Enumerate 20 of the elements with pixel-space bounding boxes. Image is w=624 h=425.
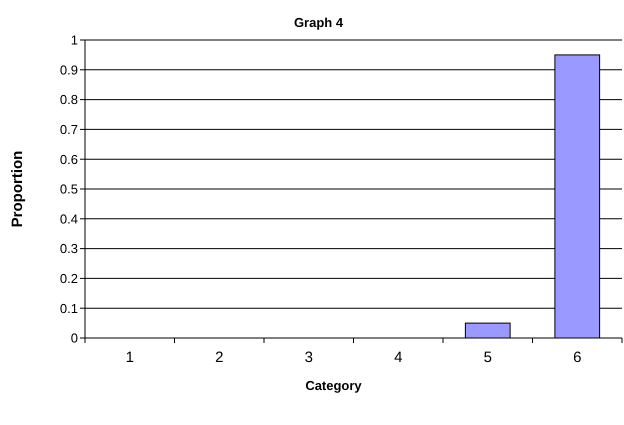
y-tick-label: 1 [70, 32, 78, 48]
x-axis-title: Category [305, 378, 362, 393]
x-tick-label: 5 [484, 349, 492, 366]
y-tick-label: 0.9 [60, 62, 78, 78]
y-tick-label: 0.5 [60, 182, 78, 197]
y-tick-label: 0.4 [60, 211, 78, 226]
chart-title: Graph 4 [294, 15, 344, 30]
y-tick-label: 0.6 [60, 152, 78, 167]
x-tick-label: 3 [304, 349, 313, 366]
y-tick-label: 0.8 [60, 92, 78, 108]
x-tick-label: 6 [573, 349, 582, 366]
x-tick-label: 1 [126, 349, 134, 366]
x-tick-label: 2 [215, 349, 224, 366]
y-tick-label: 0.7 [60, 122, 78, 137]
y-axis-title: Proportion [9, 150, 26, 228]
x-tick-label: 4 [394, 349, 402, 366]
y-tick-label: 0 [70, 330, 78, 346]
y-tick-label: 0.3 [60, 241, 78, 256]
y-tick-label: 0.1 [60, 300, 78, 316]
y-tick-label: 0.2 [60, 270, 78, 286]
